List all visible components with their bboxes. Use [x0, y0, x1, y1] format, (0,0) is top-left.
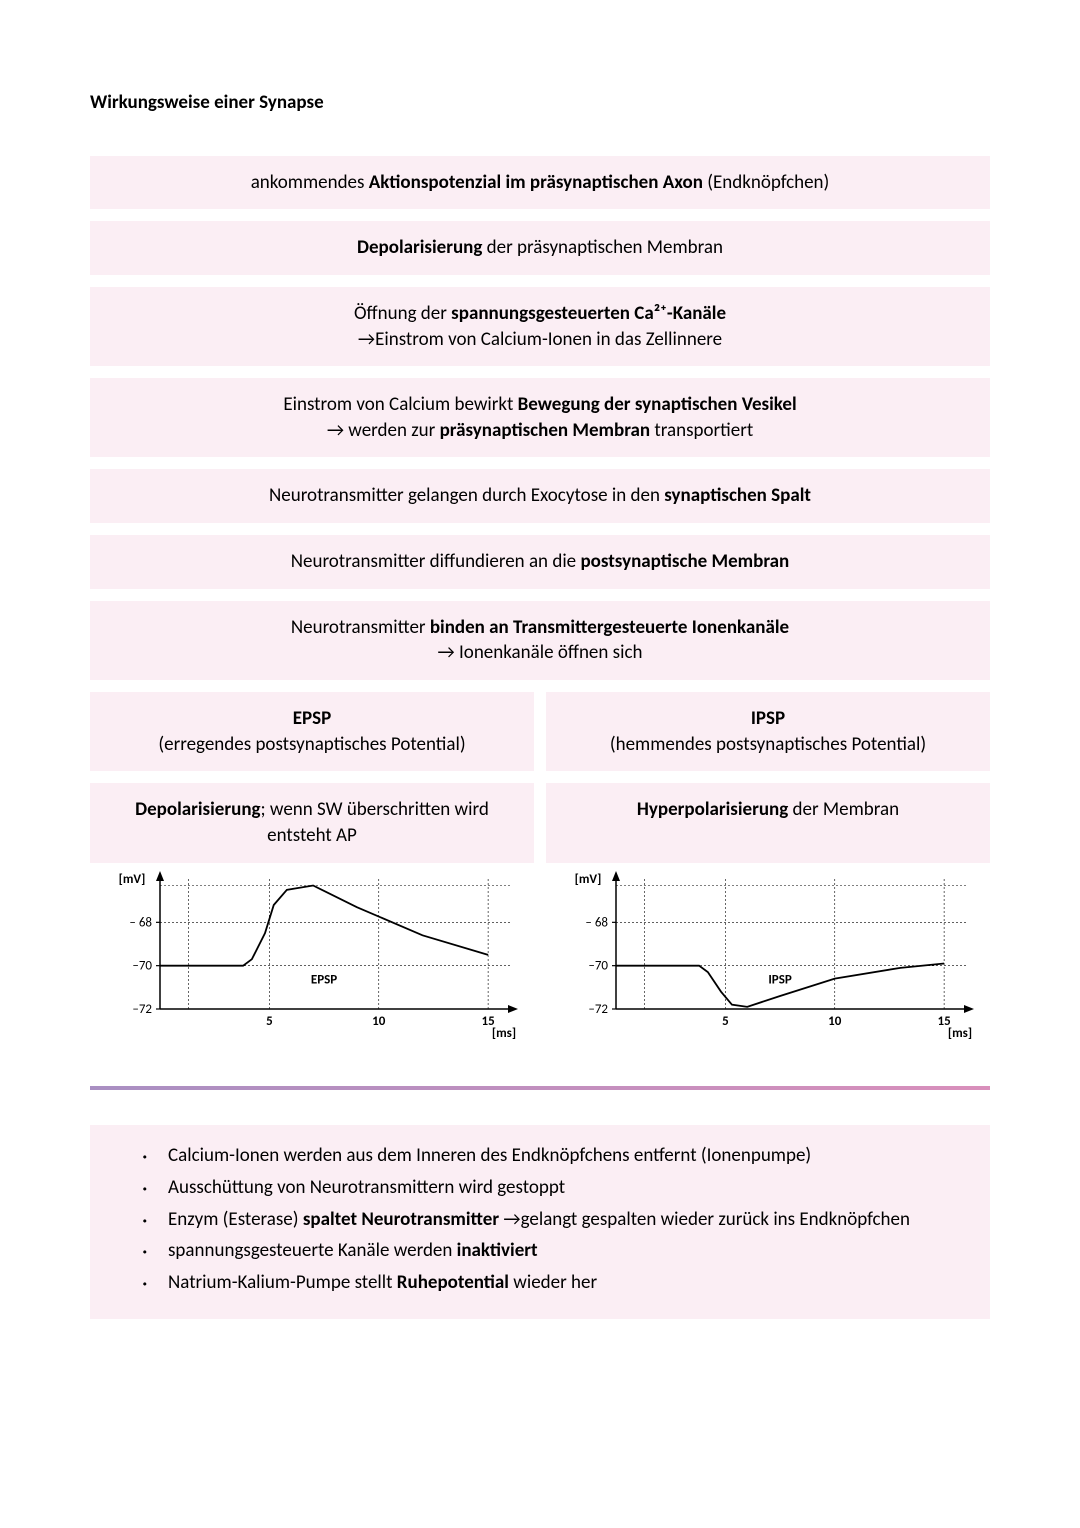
text: (hemmendes postsynaptisches Potential)	[566, 732, 970, 758]
text-bold: binden an Transmittergesteuerte Ionenkan…	[430, 616, 789, 639]
svg-text:EPSP: EPSP	[311, 972, 337, 987]
text-bold: Bewegung der synaptischen Vesikel	[518, 393, 797, 416]
text-bold: präsynaptischen Membran	[440, 419, 651, 442]
list-item: spannungsgesteuerte Kanäle werden inakti…	[142, 1238, 970, 1264]
charts-row: – 68–70–7251015[mV][ms]EPSP – 68–70–7251…	[90, 869, 990, 1047]
text-bold: synaptischen Spalt	[664, 484, 811, 507]
text-bold: Ruhepotential	[397, 1271, 509, 1294]
text-bold: postsynaptische Membran	[580, 550, 789, 573]
flow-box-3: Öffnung der spannungsgesteuerten Ca²⁺-Ka…	[90, 287, 990, 366]
text: Natrium-Kalium-Pumpe stellt	[168, 1271, 397, 1294]
text: Calcium-Ionen werden aus dem Inneren des…	[168, 1144, 811, 1167]
text: → Ionenkanäle öffnen sich	[110, 640, 970, 666]
bullet-list: Calcium-Ionen werden aus dem Inneren des…	[110, 1143, 970, 1295]
text: der präsynaptischen Membran	[482, 236, 723, 259]
text: (erregendes postsynaptisches Potential)	[110, 732, 514, 758]
svg-text:–72: –72	[132, 1002, 152, 1017]
list-item: Ausschüttung von Neurotransmittern wird …	[142, 1175, 970, 1201]
text-bold: Aktionspotenzial im präsynaptischen Axon	[369, 171, 703, 194]
svg-text:10: 10	[828, 1014, 842, 1029]
ipsp-chart: – 68–70–7251015[mV][ms]IPSP	[546, 869, 990, 1047]
text: Einstrom von Calcium bewirkt	[283, 393, 517, 416]
svg-text:– 68: – 68	[585, 915, 608, 930]
summary-box: Calcium-Ionen werden aus dem Inneren des…	[90, 1125, 990, 1319]
split-row-2: Depolarisierung; wenn SW überschritten w…	[90, 783, 990, 862]
flow-box-1: ankommendes Aktionspotenzial im präsynap…	[90, 156, 990, 210]
svg-text:–70: –70	[588, 958, 608, 973]
text-bold: Hyperpolarisierung	[637, 798, 788, 821]
list-item: Enzym (Esterase) spaltet Neurotransmitte…	[142, 1207, 970, 1233]
split-row-1: EPSP (erregendes postsynaptisches Potent…	[90, 692, 990, 771]
ipsp-header: IPSP (hemmendes postsynaptisches Potenti…	[546, 692, 990, 771]
flow-box-2: Depolarisierung der präsynaptischen Memb…	[90, 221, 990, 275]
text: Neurotransmitter	[291, 616, 430, 639]
text-bold: EPSP	[293, 707, 331, 730]
text: →gelangt gespalten wieder zurück ins End…	[499, 1208, 910, 1231]
list-item: Natrium-Kalium-Pumpe stellt Ruhepotentia…	[142, 1270, 970, 1296]
flow-box-4: Einstrom von Calcium bewirkt Bewegung de…	[90, 378, 990, 457]
text-bold: Depolarisierung	[135, 798, 260, 821]
svg-text:10: 10	[372, 1014, 386, 1029]
flow-box-7: Neurotransmitter binden an Transmitterge…	[90, 601, 990, 680]
text-bold: IPSP	[751, 707, 785, 730]
svg-text:–70: –70	[132, 958, 152, 973]
svg-text:–72: –72	[588, 1002, 608, 1017]
flow-box-6: Neurotransmitter diffundieren an die pos…	[90, 535, 990, 589]
svg-text:[mV]: [mV]	[119, 872, 146, 887]
page-title: Wirkungsweise einer Synapse	[90, 90, 990, 116]
text: → werden zur	[327, 419, 440, 442]
text: transportiert	[650, 419, 753, 442]
text: →Einstrom von Calcium-Ionen in das Zelli…	[110, 327, 970, 353]
svg-text:[ms]: [ms]	[492, 1026, 516, 1039]
text: Neurotransmitter diffundieren an die	[291, 550, 581, 573]
text: ankommendes	[251, 171, 369, 194]
svg-text:[ms]: [ms]	[948, 1026, 972, 1039]
divider	[90, 1086, 990, 1090]
text-bold: Depolarisierung	[357, 236, 482, 259]
epsp-desc: Depolarisierung; wenn SW überschritten w…	[90, 783, 534, 862]
epsp-chart: – 68–70–7251015[mV][ms]EPSP	[90, 869, 534, 1047]
epsp-header: EPSP (erregendes postsynaptisches Potent…	[90, 692, 534, 771]
text: Neurotransmitter gelangen durch Exocytos…	[269, 484, 664, 507]
text: (Endknöpfchen)	[703, 171, 829, 194]
text-bold: inaktiviert	[457, 1239, 538, 1262]
text: Enzym (Esterase)	[168, 1208, 303, 1231]
svg-text:IPSP: IPSP	[768, 972, 792, 987]
svg-text:5: 5	[266, 1014, 273, 1029]
svg-text:5: 5	[722, 1014, 729, 1029]
flow-box-5: Neurotransmitter gelangen durch Exocytos…	[90, 469, 990, 523]
text: spannungsgesteuerte Kanäle werden	[168, 1239, 457, 1262]
text-bold: spaltet Neurotransmitter	[303, 1208, 499, 1231]
text-bold: spannungsgesteuerten Ca²⁺-Kanäle	[451, 302, 726, 325]
text: Öffnung der	[354, 302, 451, 325]
list-item: Calcium-Ionen werden aus dem Inneren des…	[142, 1143, 970, 1169]
ipsp-desc: Hyperpolarisierung der Membran	[546, 783, 990, 862]
text: ; wenn SW überschritten wird entsteht AP	[261, 798, 489, 847]
text: Ausschüttung von Neurotransmittern wird …	[168, 1176, 565, 1199]
text: der Membran	[788, 798, 899, 821]
text: wieder her	[509, 1271, 597, 1294]
svg-text:– 68: – 68	[129, 915, 152, 930]
svg-text:[mV]: [mV]	[575, 872, 602, 887]
